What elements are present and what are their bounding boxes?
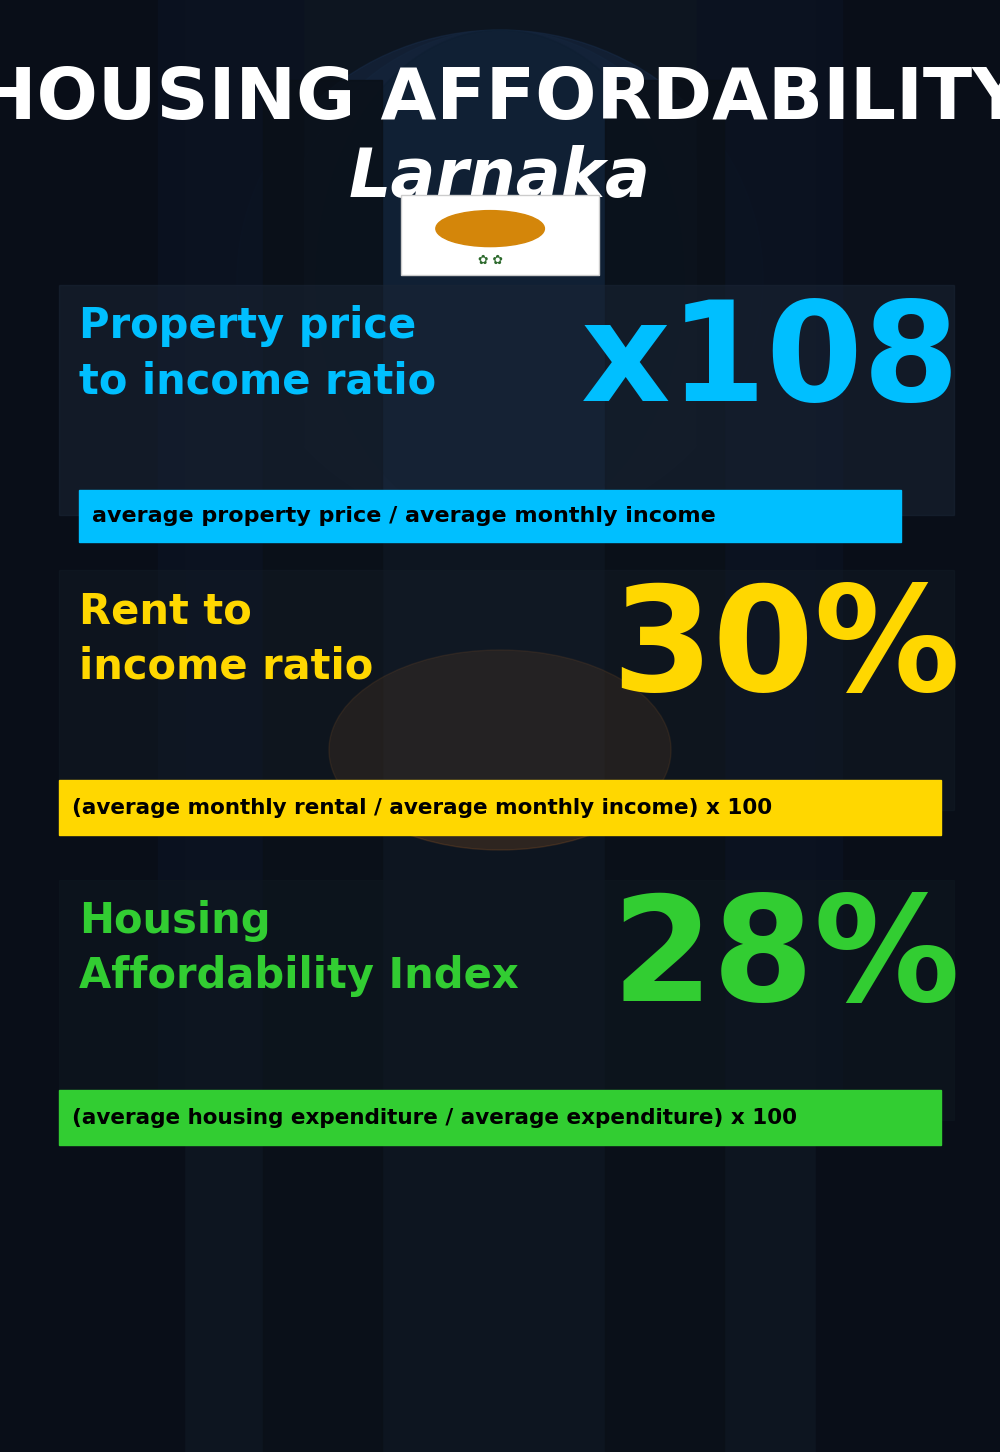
Bar [0, 0, 184, 1452]
Bar [605, 80, 724, 1452]
Bar [697, 0, 842, 1101]
Text: HOUSING AFFORDABILITY: HOUSING AFFORDABILITY [0, 65, 1000, 134]
Bar [59, 1090, 941, 1146]
Bar [158, 0, 303, 1101]
Text: Rent to
income ratio: Rent to income ratio [79, 590, 373, 687]
Bar [59, 285, 954, 515]
Ellipse shape [276, 30, 724, 530]
Ellipse shape [237, 30, 763, 530]
Ellipse shape [436, 211, 544, 247]
Text: 30%: 30% [611, 579, 961, 722]
Bar [59, 571, 954, 810]
Text: average property price / average monthly income: average property price / average monthly… [92, 505, 716, 526]
Ellipse shape [316, 30, 684, 530]
Bar [59, 880, 954, 1119]
Bar [401, 195, 599, 274]
Text: Property price
to income ratio: Property price to income ratio [79, 305, 436, 402]
Bar [816, 0, 1000, 1452]
Text: x108: x108 [581, 295, 961, 430]
Bar [79, 489, 901, 542]
Text: 28%: 28% [612, 890, 961, 1031]
Text: ✿ ✿: ✿ ✿ [478, 254, 503, 267]
Text: Housing
Affordability Index: Housing Affordability Index [79, 900, 519, 998]
Bar [263, 80, 382, 1452]
Text: Larnaka: Larnaka [349, 145, 651, 211]
Bar [59, 780, 941, 835]
Text: (average monthly rental / average monthly income) x 100: (average monthly rental / average monthl… [72, 797, 772, 817]
Text: (average housing expenditure / average expenditure) x 100: (average housing expenditure / average e… [72, 1108, 797, 1128]
Ellipse shape [329, 650, 671, 849]
